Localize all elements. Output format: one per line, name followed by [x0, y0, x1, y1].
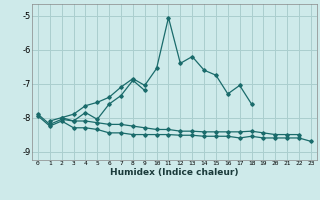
X-axis label: Humidex (Indice chaleur): Humidex (Indice chaleur)	[110, 168, 239, 177]
